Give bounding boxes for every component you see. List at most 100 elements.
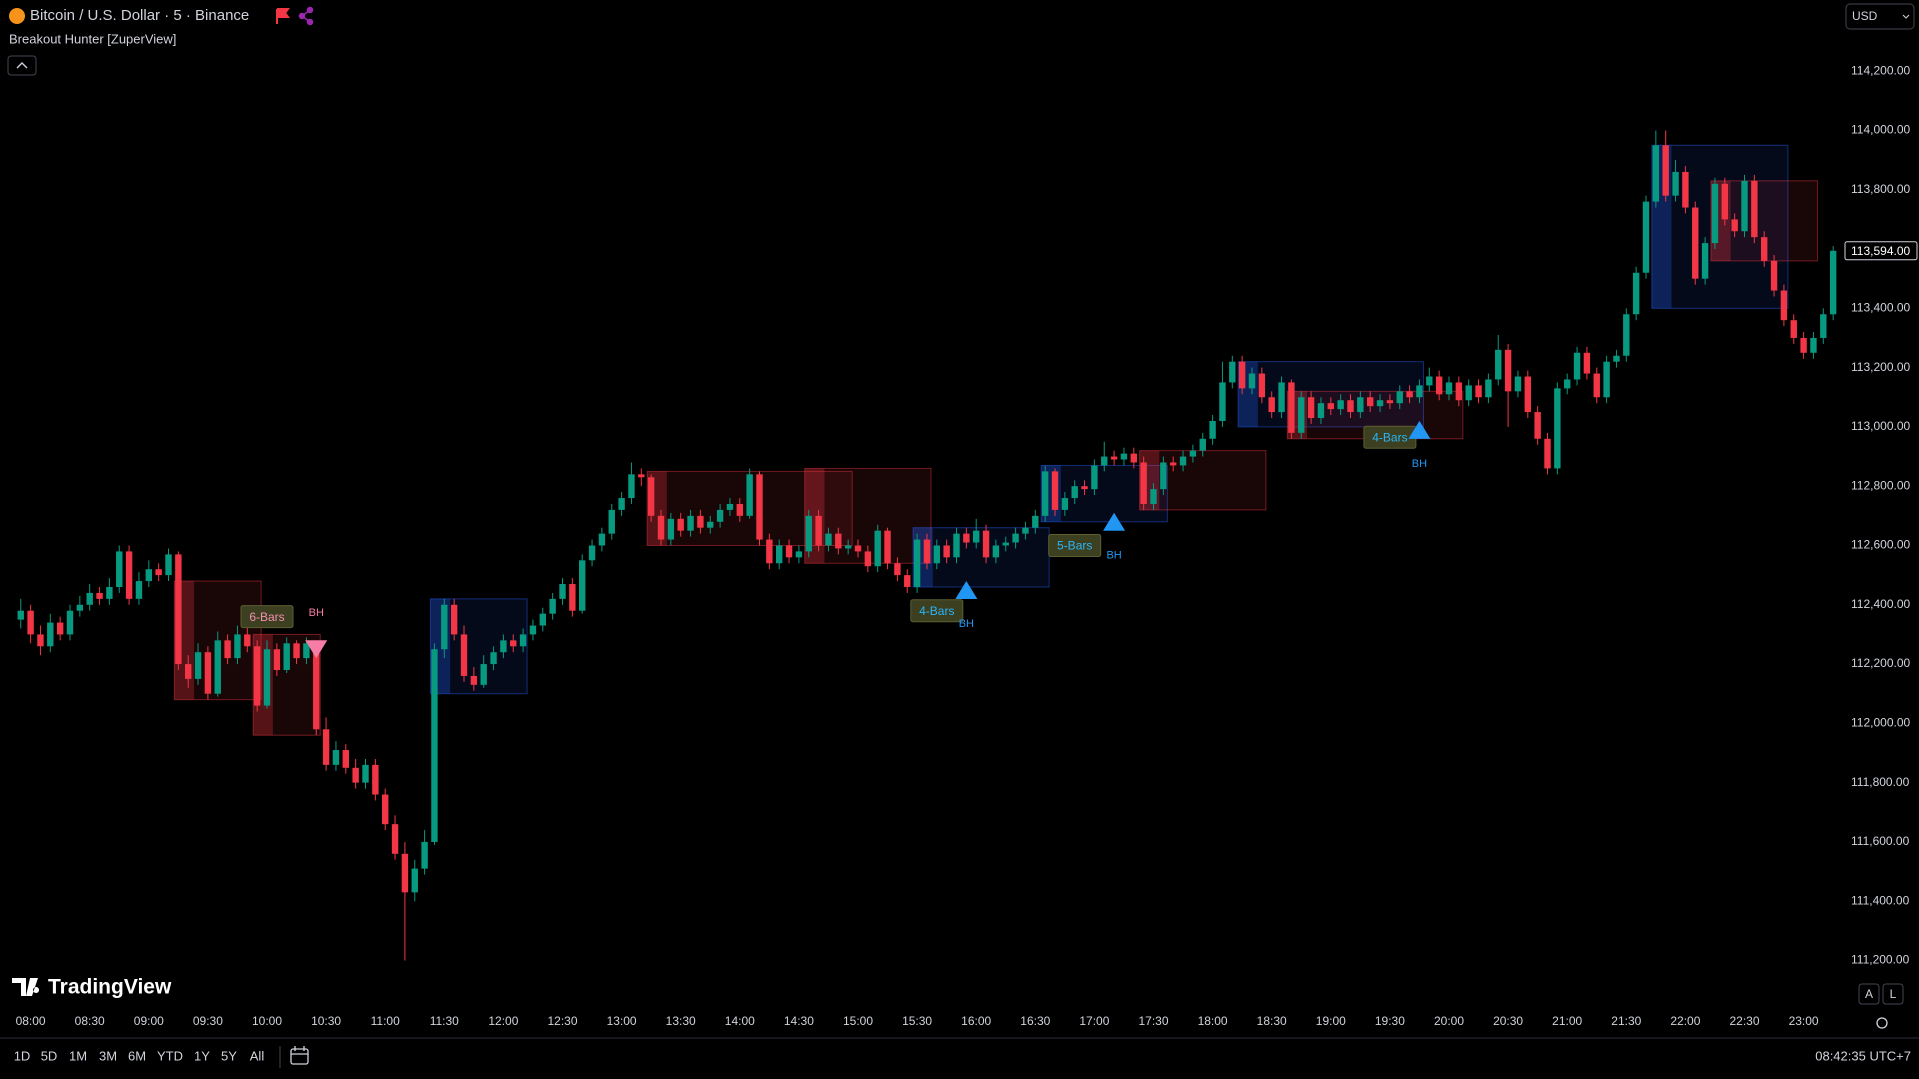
period-button[interactable]: 1Y [194,1048,210,1063]
period-button[interactable]: YTD [157,1048,183,1063]
candle-body [1376,400,1384,407]
candle-body [835,533,842,549]
candle-body [1347,400,1354,413]
candle-body [1189,450,1197,457]
candle-body [1160,462,1167,490]
x-tick-label: 14:30 [784,1014,814,1028]
x-tick-label: 13:30 [666,1014,696,1028]
candle-body [539,613,546,626]
candle-body [194,652,202,679]
last-price-label: 113,594.00 [1851,244,1910,258]
scale-button[interactable] [1858,983,1880,1005]
x-tick-label: 11:00 [371,1014,400,1028]
candle-body [1465,385,1472,401]
candle-body [313,643,320,730]
candle-body [549,598,556,614]
collapse-button[interactable] [7,55,37,76]
candle-body [135,581,143,599]
candle-body [411,868,418,893]
settings-icon[interactable] [1876,1017,1888,1029]
calendar-icon[interactable] [290,1046,309,1065]
breakout-marker [955,580,978,599]
candle-body [322,729,330,765]
currency-select[interactable] [1845,3,1915,30]
share-icon[interactable] [298,6,314,26]
candle-body [421,841,428,869]
y-tick-label: 113,000.00 [1851,419,1910,433]
candle-body [1071,486,1078,499]
candle-body [1268,397,1275,413]
candle-body [579,560,586,611]
candle-body [608,509,615,534]
y-tick-label: 114,200.00 [1851,63,1910,77]
currency-chevron [1902,14,1910,19]
candle-body [785,545,793,558]
period-button[interactable]: 1D [14,1048,31,1063]
period-button[interactable]: 5D [41,1048,58,1063]
candle-body [1475,385,1482,398]
y-tick-label: 112,600.00 [1851,538,1910,552]
x-tick-label: 19:00 [1316,1014,1346,1028]
candle-body [1298,397,1305,433]
period-button[interactable]: 1M [69,1048,87,1063]
candle-body [805,515,812,552]
x-tick-label: 13:00 [607,1014,637,1028]
candle-body [1416,385,1423,398]
candle-body [1623,314,1630,356]
breakout-tag: BH [1106,550,1121,562]
candle-body [1022,527,1029,534]
period-button[interactable]: All [250,1048,265,1063]
candle-body [1573,352,1581,380]
candle-body [854,545,862,552]
candle-body [1209,420,1216,439]
candle-body [618,498,625,510]
candle-body [1426,376,1433,386]
period-button[interactable]: 6M [128,1048,146,1063]
period-button[interactable]: 5Y [221,1048,237,1063]
symbol-title[interactable]: Bitcoin / U.S. Dollar · 5 · Binance [30,7,249,24]
candle-body [766,539,773,564]
candle-body [106,586,113,599]
flag-icon[interactable] [276,8,290,24]
candle-body [559,584,566,599]
x-tick-label: 19:30 [1375,1014,1405,1028]
candle-body [1632,272,1640,315]
breakout-range [912,527,1050,588]
candle-body [1199,438,1206,451]
candle-body [1120,453,1128,460]
candle-body [1061,498,1069,510]
candle-body [303,643,310,659]
candle-body [1504,349,1512,392]
candle-body [1544,438,1551,469]
candle-body [490,652,497,665]
indicator-name[interactable]: Breakout Hunter [ZuperView] [9,31,176,46]
candle-body [175,554,182,665]
scale-button-label: A [1865,987,1873,1001]
candle-body [913,539,921,587]
x-tick-label: 17:00 [1079,1014,1109,1028]
candle-body [27,610,34,635]
candle-body [982,530,990,558]
pattern-label-box [910,599,964,623]
candle-body [1672,171,1679,196]
candle-body [1564,379,1571,389]
breakout-marker [305,640,328,659]
candle-body [1731,219,1738,232]
period-button[interactable]: 3M [99,1048,117,1063]
breakout-marker [1103,512,1126,531]
x-tick-label: 18:30 [1257,1014,1287,1028]
y-tick-label: 114,000.00 [1851,123,1910,137]
last-price-tag [1844,241,1918,261]
candle-body [1238,361,1246,389]
candle-body [1455,382,1463,401]
candle-body [352,767,359,783]
pattern-label-box [240,605,294,629]
candle-body [234,634,241,659]
candle-body [1179,456,1187,466]
pattern-label: 6-Bars [249,610,284,624]
candle-body [1603,361,1610,398]
candle-body [1386,400,1394,404]
candle-body [342,750,349,768]
scale-button[interactable] [1882,983,1904,1005]
logo-mark [12,978,40,996]
